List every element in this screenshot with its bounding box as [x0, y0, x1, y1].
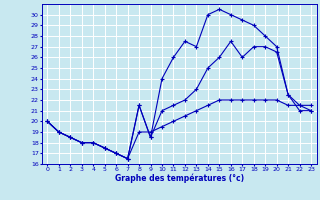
- X-axis label: Graphe des températures (°c): Graphe des températures (°c): [115, 173, 244, 183]
